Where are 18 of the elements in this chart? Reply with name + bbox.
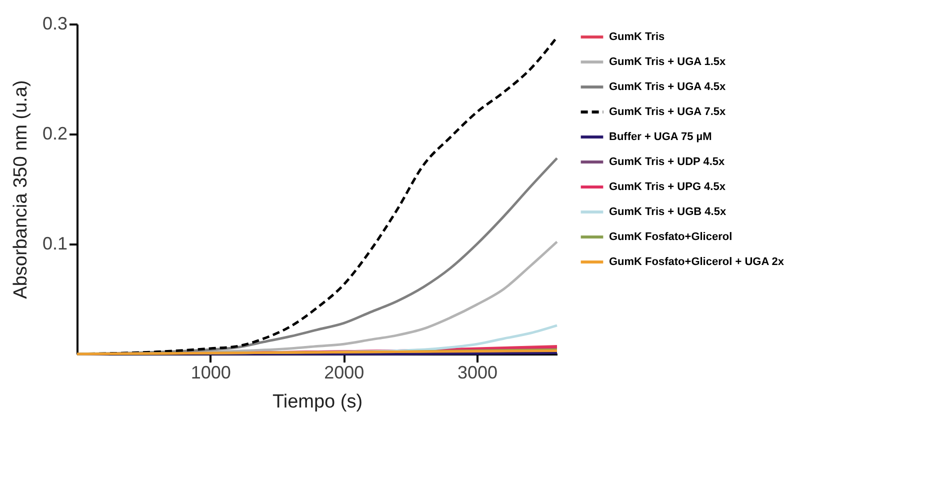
legend-label: GumK Tris + UGA 1.5x: [609, 56, 727, 68]
legend-label: Buffer + UGA 75 µM: [609, 131, 712, 143]
x-tick-label: 3000: [457, 362, 498, 382]
legend-label: GumK Fosfato+Glicerol + UGA 2x: [609, 256, 785, 268]
y-tick-label: 0.1: [42, 234, 68, 254]
x-axis-title: Tiempo (s): [272, 392, 363, 412]
legend-label: GumK Tris + UDP 4.5x: [609, 156, 726, 168]
y-axis-title: Absorbancia 350 nm (u.a): [10, 80, 32, 299]
legend-label: GumK Tris + UGB 4.5x: [609, 206, 727, 218]
legend-label: GumK Tris: [609, 31, 665, 43]
y-tick-label: 0.2: [42, 124, 68, 144]
legend-label: GumK Tris + UGA 7.5x: [609, 106, 727, 118]
x-tick-label: 1000: [190, 362, 231, 382]
legend-label: GumK Tris + UGA 4.5x: [609, 81, 727, 93]
legend-label: GumK Tris + UPG 4.5x: [609, 181, 726, 193]
x-tick-label: 2000: [324, 362, 364, 382]
y-tick-label: 0.3: [42, 14, 68, 34]
legend-label: GumK Fosfato+Glicerol: [609, 231, 732, 243]
